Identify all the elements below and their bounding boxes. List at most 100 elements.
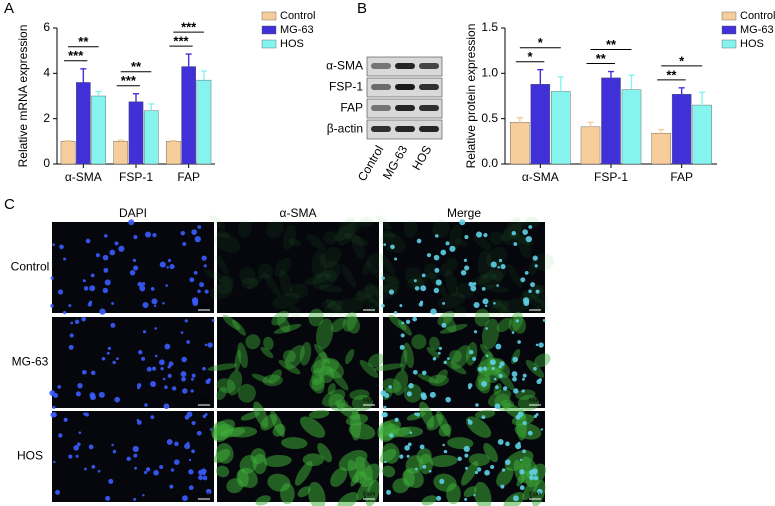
nucleus [69, 333, 74, 338]
green-cell [437, 310, 455, 326]
green-cell [429, 454, 458, 468]
green-cell [273, 323, 302, 334]
green-cell [262, 271, 281, 297]
green-cell [503, 491, 525, 506]
nucleus [114, 241, 119, 246]
green-cell [245, 334, 261, 350]
micrograph-background [52, 411, 214, 502]
green-cell [255, 495, 271, 506]
nucleus [495, 343, 502, 350]
nucleus [440, 249, 447, 256]
nucleus [475, 403, 479, 407]
nucleus [57, 289, 64, 295]
green-cell [216, 386, 227, 401]
green-cell [382, 230, 396, 239]
nucleus [58, 433, 63, 438]
green-cell [278, 360, 301, 375]
green-cell [480, 343, 497, 364]
green-cell [207, 363, 238, 371]
nucleus [159, 465, 164, 470]
green-cell [476, 357, 506, 376]
nucleus [57, 385, 62, 389]
scale-bar-label: 50μm [198, 302, 211, 308]
nucleus [472, 356, 477, 361]
legend-swatch [721, 11, 737, 21]
green-cell [383, 275, 400, 295]
green-cell [272, 423, 286, 437]
nucleus [419, 300, 424, 304]
error-bar [658, 128, 665, 134]
y-axis-label: Relative mRNA expression [16, 25, 30, 168]
nucleus [412, 369, 418, 375]
nucleus [532, 255, 538, 261]
micrograph-background [217, 222, 379, 313]
row-label: HOS [17, 449, 43, 463]
green-cell [209, 215, 226, 230]
nucleus [83, 286, 89, 291]
nucleus [414, 286, 420, 291]
green-cell [311, 377, 325, 394]
green-cell [319, 246, 342, 268]
nucleus [493, 301, 496, 305]
nucleus [435, 279, 442, 286]
green-cell [375, 215, 392, 230]
nucleus [511, 371, 518, 377]
nucleus [145, 467, 151, 472]
green-cell [443, 316, 457, 333]
row-label: Control [11, 260, 50, 274]
green-cell [474, 409, 496, 419]
nucleus [75, 391, 81, 397]
nucleus [90, 273, 95, 278]
nucleus [468, 281, 474, 287]
nucleus [460, 269, 467, 276]
green-cell [343, 233, 369, 246]
error-bar [185, 53, 192, 67]
bar [580, 126, 601, 165]
green-cell [330, 467, 348, 487]
green-cell [514, 422, 542, 440]
green-cell [330, 317, 346, 333]
nucleus [442, 301, 446, 305]
green-cell [509, 233, 535, 246]
nucleus [412, 316, 418, 322]
nucleus [426, 253, 431, 258]
nucleus [469, 350, 474, 355]
green-cell [307, 481, 326, 506]
nucleus [511, 331, 515, 334]
nucleus [114, 396, 120, 403]
nucleus [84, 467, 87, 471]
green-cell [489, 231, 504, 245]
nucleus [104, 234, 108, 238]
nucleus [59, 244, 64, 250]
nucleus [481, 287, 486, 291]
nucleus [482, 298, 489, 305]
green-cell [492, 298, 514, 319]
nucleus [209, 428, 213, 431]
error-bar [170, 139, 177, 142]
nucleus [170, 468, 175, 472]
green-cell [468, 453, 490, 467]
y-tick-label: 0 [43, 156, 50, 170]
nucleus [134, 466, 137, 470]
nucleus [393, 311, 398, 315]
nucleus [494, 403, 501, 410]
nucleus [52, 243, 56, 246]
nucleus [408, 383, 414, 389]
nucleus [188, 485, 194, 491]
nucleus [421, 273, 426, 278]
nucleus [77, 383, 83, 389]
nucleus [428, 469, 432, 473]
nucleus [432, 356, 437, 361]
nucleus [416, 238, 422, 244]
nucleus [198, 475, 204, 481]
nucleus [167, 258, 172, 263]
nucleus [505, 441, 510, 447]
green-cell [351, 234, 366, 259]
nucleus [207, 342, 213, 348]
green-cell [302, 453, 324, 467]
nucleus [150, 381, 157, 387]
nucleus [522, 297, 530, 304]
nucleus [415, 412, 421, 417]
green-cell [448, 349, 462, 363]
legend-swatch [261, 39, 277, 49]
